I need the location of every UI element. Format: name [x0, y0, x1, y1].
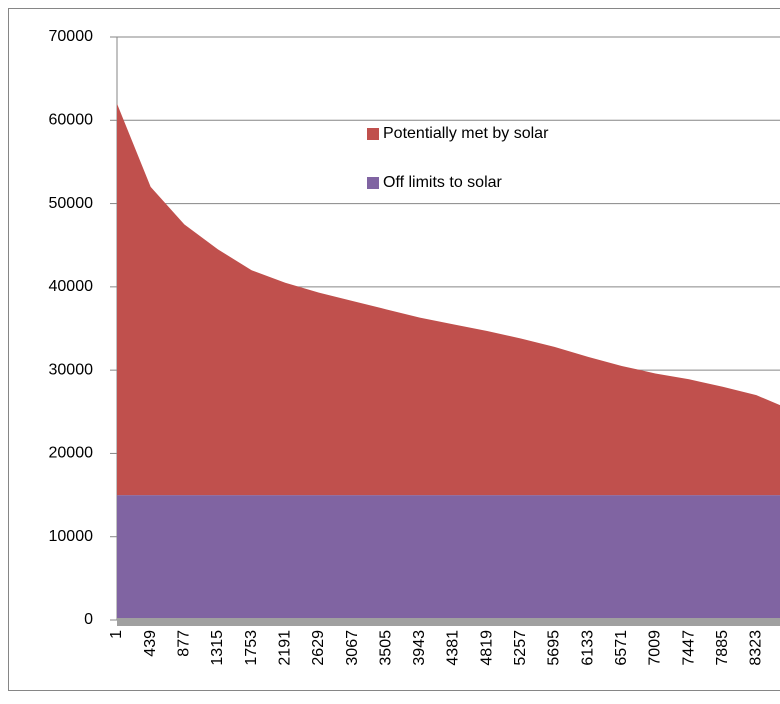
area — [117, 495, 780, 620]
y-tick-label: 50000 — [49, 195, 94, 212]
x-tick-label: 877 — [176, 630, 193, 657]
x-axis — [117, 618, 780, 626]
y-tick-label: 0 — [84, 611, 93, 628]
x-tick-label: 3943 — [411, 630, 428, 666]
legend-label: Off limits to solar — [383, 174, 503, 191]
x-tick-label: 2191 — [276, 630, 293, 666]
x-tick-label: 439 — [142, 630, 159, 657]
x-tick-label: 3505 — [377, 630, 394, 666]
x-tick-label: 6571 — [613, 630, 630, 666]
x-tick-label: 7009 — [647, 630, 664, 666]
x-tick-label: 7885 — [714, 630, 731, 666]
legend-swatch — [367, 177, 379, 189]
y-tick-label: 40000 — [49, 278, 94, 295]
x-tick-label: 5257 — [512, 630, 529, 666]
chart-border — [8, 8, 780, 691]
x-tick-label: 2629 — [310, 630, 327, 666]
x-tick-label: 7447 — [680, 630, 697, 666]
area — [117, 103, 780, 496]
y-tick-label: 70000 — [49, 28, 94, 45]
x-tick-label: 1 — [108, 630, 125, 639]
y-tick-label: 10000 — [49, 528, 94, 545]
y-tick-label: 60000 — [49, 112, 94, 129]
x-tick-label: 8323 — [748, 630, 765, 666]
y-tick-label: 20000 — [49, 445, 94, 462]
x-tick-label: 1753 — [243, 630, 260, 666]
y-tick-label: 30000 — [49, 361, 94, 378]
x-tick-label: 4381 — [445, 630, 462, 666]
x-tick-label: 6133 — [579, 630, 596, 666]
legend-label: Potentially met by solar — [383, 125, 549, 142]
x-tick-label: 4819 — [478, 630, 495, 666]
x-tick-label: 3067 — [344, 630, 361, 666]
legend-swatch — [367, 128, 379, 140]
x-tick-label: 5695 — [546, 630, 563, 666]
x-tick-label: 1315 — [209, 630, 226, 666]
